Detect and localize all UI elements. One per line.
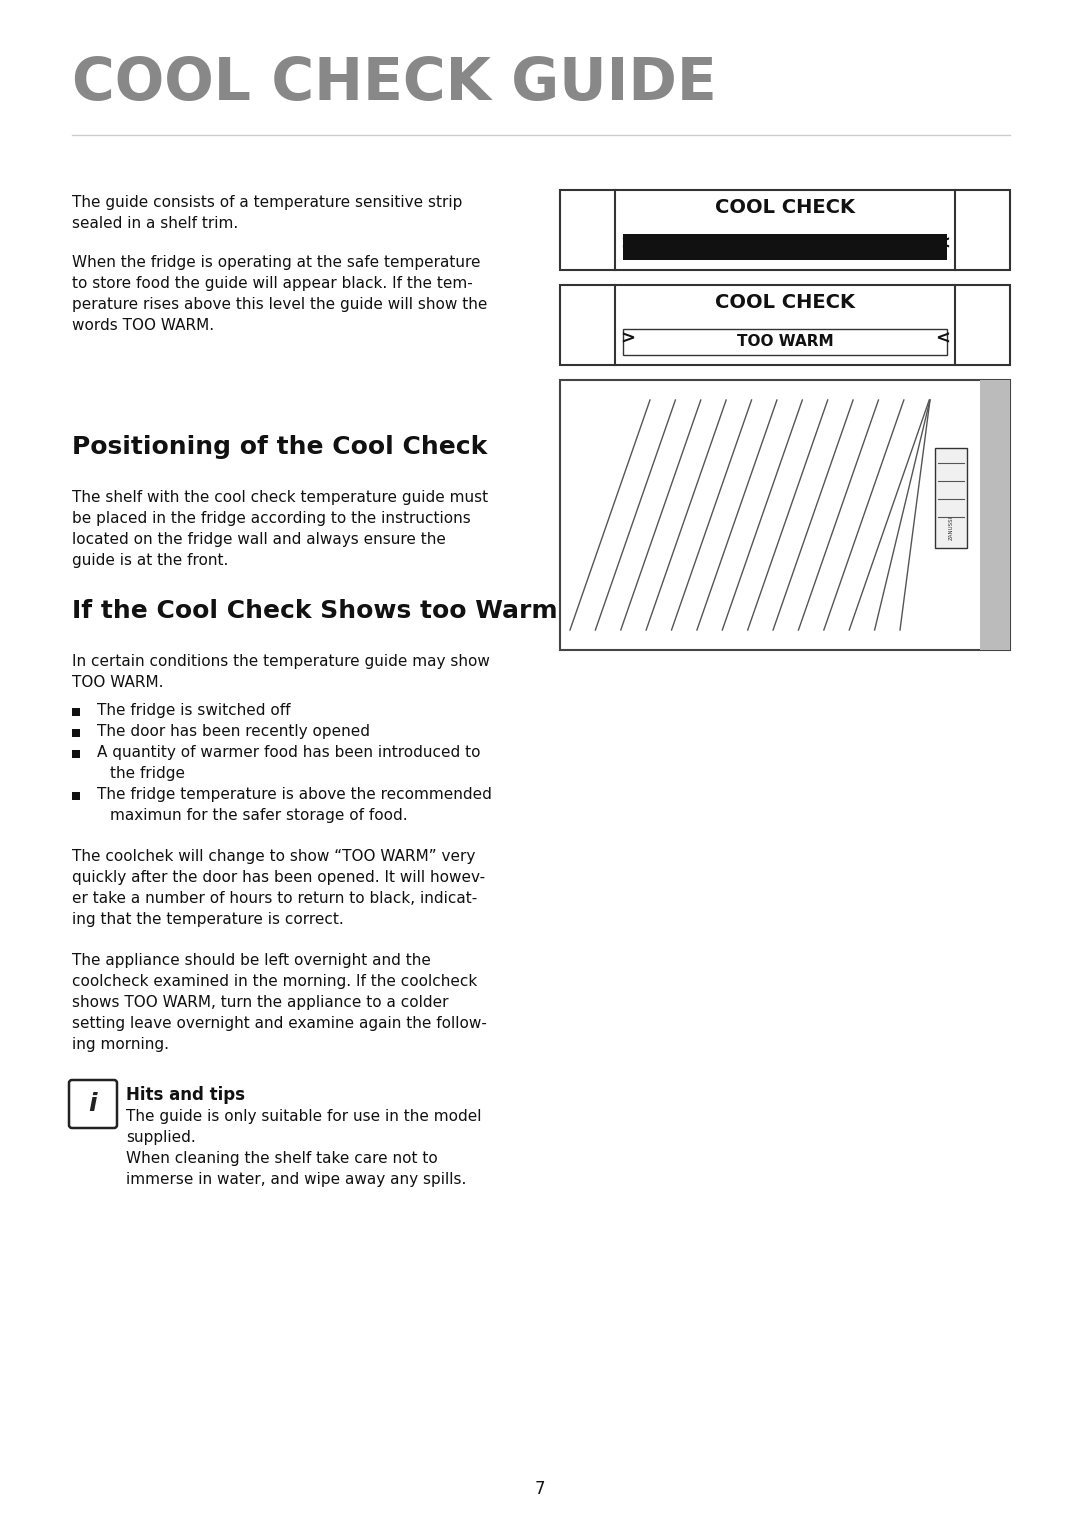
Text: ZANUSSI: ZANUSSI [948, 515, 954, 539]
Text: In certain conditions the temperature guide may show: In certain conditions the temperature gu… [72, 654, 490, 669]
Text: guide is at the front.: guide is at the front. [72, 553, 228, 568]
Text: TOO WARM.: TOO WARM. [72, 675, 163, 691]
Text: The shelf with the cool check temperature guide must: The shelf with the cool check temperatur… [72, 490, 488, 504]
Bar [935, 448, 967, 547]
Text: The guide is only suitable for use in the model: The guide is only suitable for use in th… [126, 1109, 482, 1125]
Text: When cleaning the shelf take care not to: When cleaning the shelf take care not to [126, 1151, 437, 1166]
Text: located on the fridge wall and always ensure the: located on the fridge wall and always en… [72, 532, 446, 547]
Text: >: > [620, 330, 635, 348]
Bar [72, 729, 80, 736]
Bar [980, 380, 1010, 649]
Text: sealed in a shelf trim.: sealed in a shelf trim. [72, 215, 239, 231]
Text: the fridge: the fridge [110, 766, 185, 781]
Text: perature rises above this level the guide will show the: perature rises above this level the guid… [72, 296, 487, 312]
Text: COOL CHECK: COOL CHECK [715, 293, 855, 312]
Text: The fridge is switched off: The fridge is switched off [97, 703, 291, 718]
Text: >: > [620, 235, 635, 254]
Text: TOO WARM: TOO WARM [737, 335, 834, 350]
Text: quickly after the door has been opened. It will howev-: quickly after the door has been opened. … [72, 869, 485, 885]
Text: coolcheck examined in the morning. If the coolcheck: coolcheck examined in the morning. If th… [72, 973, 477, 989]
Bar [72, 792, 80, 801]
Bar [623, 234, 947, 260]
Bar [561, 286, 1010, 365]
Text: The coolchek will change to show “TOO WARM” very: The coolchek will change to show “TOO WA… [72, 850, 475, 863]
Text: words TOO WARM.: words TOO WARM. [72, 318, 214, 333]
Text: ing morning.: ing morning. [72, 1038, 168, 1051]
Text: The fridge temperature is above the recommended: The fridge temperature is above the reco… [97, 787, 491, 802]
Text: setting leave overnight and examine again the follow-: setting leave overnight and examine agai… [72, 1016, 487, 1031]
Bar [72, 750, 80, 758]
Text: The appliance should be left overnight and the: The appliance should be left overnight a… [72, 953, 431, 969]
Text: shows TOO WARM, turn the appliance to a colder: shows TOO WARM, turn the appliance to a … [72, 995, 448, 1010]
Text: er take a number of hours to return to black, indicat-: er take a number of hours to return to b… [72, 891, 477, 906]
Text: supplied.: supplied. [126, 1131, 195, 1144]
Text: The door has been recently opened: The door has been recently opened [97, 724, 370, 740]
Text: immerse in water, and wipe away any spills.: immerse in water, and wipe away any spil… [126, 1172, 467, 1187]
Text: ing that the temperature is correct.: ing that the temperature is correct. [72, 912, 343, 927]
Bar [561, 380, 1010, 649]
FancyBboxPatch shape [69, 1080, 117, 1128]
Text: 7: 7 [535, 1481, 545, 1497]
Text: <: < [935, 330, 950, 348]
Text: to store food the guide will appear black. If the tem-: to store food the guide will appear blac… [72, 277, 473, 290]
Text: be placed in the fridge according to the instructions: be placed in the fridge according to the… [72, 510, 471, 526]
Text: <: < [935, 235, 950, 254]
Bar [72, 707, 80, 717]
Text: If the Cool Check Shows too Warm: If the Cool Check Shows too Warm [72, 599, 557, 623]
Text: Hits and tips: Hits and tips [126, 1086, 245, 1105]
Text: When the fridge is operating at the safe temperature: When the fridge is operating at the safe… [72, 255, 481, 270]
Bar [561, 189, 1010, 270]
Text: COOL CHECK GUIDE: COOL CHECK GUIDE [72, 55, 717, 112]
Text: i: i [89, 1093, 97, 1115]
Text: A quantity of warmer food has been introduced to: A quantity of warmer food has been intro… [97, 746, 481, 759]
Text: Positioning of the Cool Check: Positioning of the Cool Check [72, 435, 487, 458]
Text: The guide consists of a temperature sensitive strip: The guide consists of a temperature sens… [72, 196, 462, 209]
Text: COOL CHECK: COOL CHECK [715, 199, 855, 217]
Text: maximun for the safer storage of food.: maximun for the safer storage of food. [110, 808, 407, 824]
Bar [623, 329, 947, 354]
